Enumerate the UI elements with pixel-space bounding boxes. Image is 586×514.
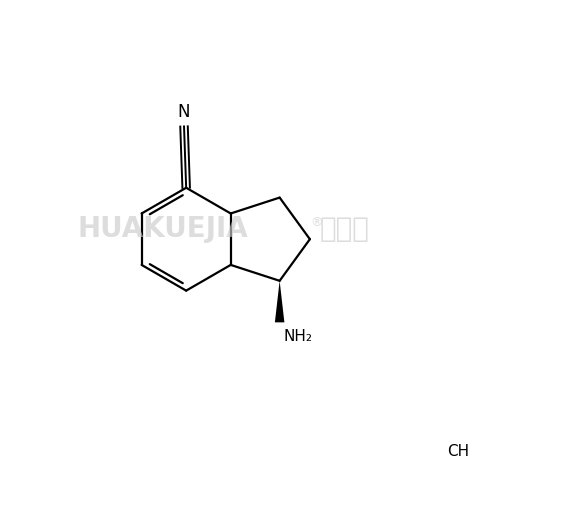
Text: CH: CH: [447, 445, 469, 460]
Text: ®: ®: [310, 216, 322, 229]
Text: 化学加: 化学加: [320, 215, 370, 243]
Text: N: N: [178, 102, 190, 120]
Text: HUAKUEJIA: HUAKUEJIA: [77, 215, 248, 243]
Polygon shape: [275, 281, 284, 322]
Text: NH₂: NH₂: [284, 329, 312, 344]
